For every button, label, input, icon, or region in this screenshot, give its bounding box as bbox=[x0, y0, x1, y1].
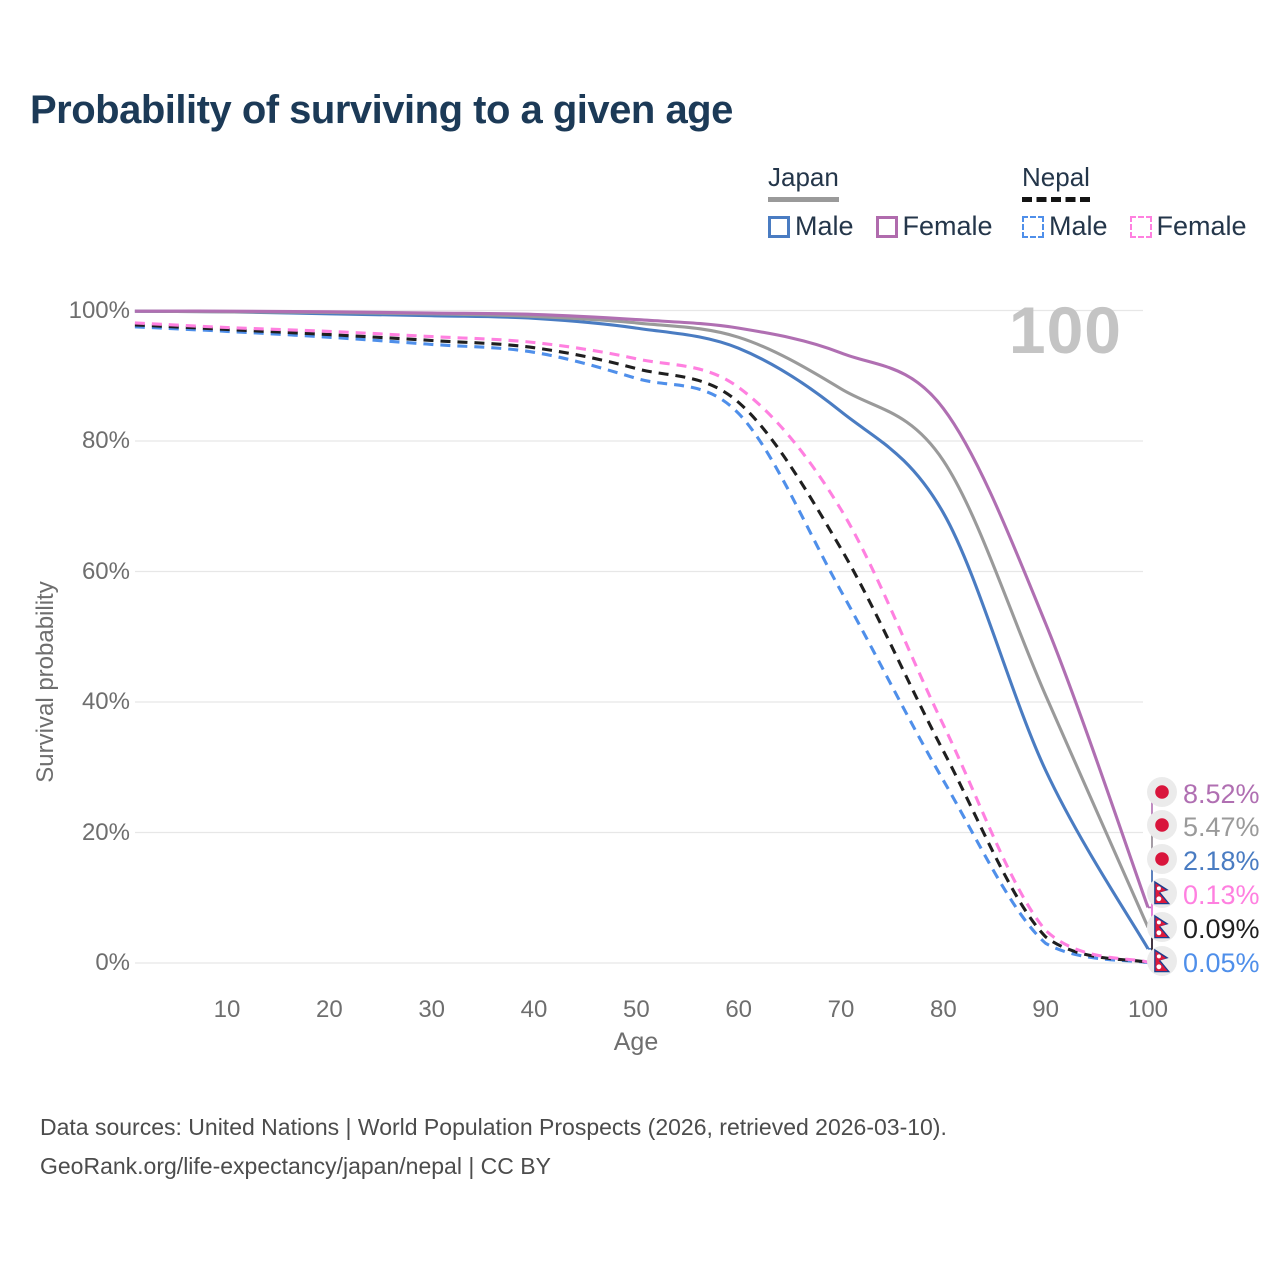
legend-group-japan: Japan Male Female bbox=[768, 162, 1015, 242]
end-value-label: 0.13% bbox=[1183, 879, 1260, 910]
y-tick-40%: 40% bbox=[81, 688, 130, 715]
legend-label-japan-female: Female bbox=[902, 211, 993, 241]
end-label-row-japan-male: 2.18% bbox=[1146, 843, 1260, 880]
legend-nepal-items: Male Female bbox=[1022, 211, 1269, 242]
age-counter-watermark: 100 bbox=[1008, 293, 1122, 367]
x-tick-90: 90 bbox=[1032, 996, 1059, 1023]
legend-japan-items: Male Female bbox=[768, 211, 1015, 242]
y-tick-20%: 20% bbox=[81, 818, 130, 846]
chart-title: Probability of surviving to a given age bbox=[30, 88, 733, 132]
y-tick-0%: 0% bbox=[95, 949, 130, 976]
curve-nepal-male bbox=[134, 325, 1149, 965]
end-value-label: 2.18% bbox=[1183, 846, 1260, 877]
legend-swatch-japan-female bbox=[875, 215, 898, 238]
curve-nepal-female bbox=[134, 321, 1149, 964]
footer-data-sources: Data sources: United Nations | World Pop… bbox=[40, 1114, 947, 1140]
nepal-flag-icon bbox=[1146, 877, 1178, 914]
end-label-row-nepal-both-sexes: 0.09% bbox=[1146, 911, 1260, 948]
nepal-flag-icon bbox=[1146, 911, 1178, 948]
legend-swatch-nepal-female bbox=[1129, 215, 1152, 238]
japan-flag-icon bbox=[1146, 809, 1178, 846]
end-value-label: 8.52% bbox=[1183, 778, 1260, 809]
x-tick-40: 40 bbox=[520, 996, 548, 1023]
legend-swatch-japan-male bbox=[768, 215, 790, 238]
end-value-label: 0.05% bbox=[1183, 947, 1260, 978]
nepal-flag-icon bbox=[1146, 945, 1178, 982]
y-tick-80%: 80% bbox=[81, 427, 130, 454]
legend-swatch-nepal-male bbox=[1022, 215, 1044, 238]
curve-japan-both-sexes bbox=[134, 309, 1150, 928]
legend-label-nepal-male: Male bbox=[1049, 211, 1108, 241]
curve-japan-female bbox=[134, 309, 1150, 908]
japan-flag-icon bbox=[1146, 776, 1178, 813]
legend-group-nepal: Nepal Male Female bbox=[1022, 162, 1269, 242]
footer-attribution-link: GeoRank.org/life-expectancy/japan/nepal … bbox=[40, 1153, 551, 1179]
end-label-row-japan-both-sexes: 5.47% bbox=[1146, 809, 1260, 846]
x-tick-70: 70 bbox=[827, 996, 855, 1023]
y-tick-60%: 60% bbox=[81, 557, 130, 585]
x-tick-60: 60 bbox=[725, 996, 753, 1023]
japan-flag-icon bbox=[1146, 843, 1178, 880]
curve-nepal-both-sexes bbox=[134, 323, 1149, 964]
footer: Data sources: United Nations | World Pop… bbox=[40, 1108, 947, 1186]
x-tick-10: 10 bbox=[213, 996, 241, 1023]
x-tick-20: 20 bbox=[316, 996, 343, 1023]
end-label-row-nepal-female: 0.13% bbox=[1146, 877, 1260, 914]
x-tick-30: 30 bbox=[418, 996, 446, 1023]
x-axis-title: Age bbox=[613, 1028, 659, 1056]
end-label-row-japan-female: 8.52% bbox=[1146, 776, 1260, 813]
end-value-label: 0.09% bbox=[1183, 913, 1260, 944]
x-tick-80: 80 bbox=[929, 996, 957, 1023]
y-axis-title: Survival probability bbox=[32, 581, 59, 783]
x-tick-50: 50 bbox=[622, 996, 650, 1023]
end-value-label: 5.47% bbox=[1183, 812, 1260, 843]
legend-label-japan-male: Male bbox=[795, 211, 854, 241]
end-label-row-nepal-male: 0.05% bbox=[1146, 945, 1260, 982]
legend-japan-heading: Japan bbox=[768, 162, 839, 202]
y-tick-100%: 100% bbox=[68, 296, 130, 324]
x-tick-100: 100 bbox=[1127, 996, 1169, 1023]
curve-japan-male bbox=[134, 309, 1150, 950]
legend-label-nepal-female: Female bbox=[1156, 211, 1247, 241]
legend-nepal-heading: Nepal bbox=[1022, 162, 1090, 202]
